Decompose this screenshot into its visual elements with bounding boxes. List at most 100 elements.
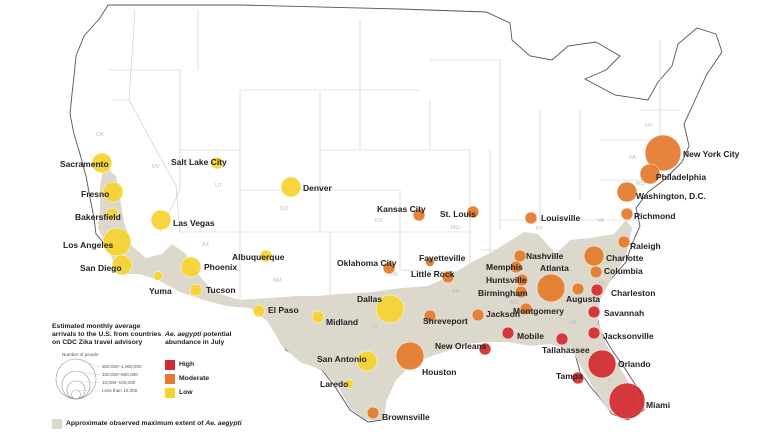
city-marker-san-antonio[interactable] — [356, 350, 378, 372]
city-marker-jackson[interactable] — [471, 308, 485, 322]
city-marker-bakersfield[interactable] — [105, 207, 119, 221]
city-marker-louisville[interactable] — [524, 211, 538, 225]
city-marker-augusta[interactable] — [571, 282, 585, 296]
city-marker-charleston[interactable] — [590, 283, 604, 297]
city-marker-denver[interactable] — [280, 176, 302, 198]
city-marker-little-rock[interactable] — [441, 270, 455, 284]
extent-label-species: Ae. aegypti — [205, 420, 242, 427]
city-marker-midland[interactable] — [311, 310, 325, 324]
city-marker-philadelphia[interactable] — [639, 163, 661, 185]
city-marker-salt-lake-city[interactable] — [210, 156, 224, 170]
city-label-jackson: Jackson — [486, 309, 520, 319]
legend: Estimated monthly average arrivals to th… — [52, 323, 272, 429]
city-marker-mobile[interactable] — [501, 326, 515, 340]
size-class-3: 10,000–100,000 — [102, 380, 136, 385]
city-marker-st-louis[interactable] — [466, 205, 480, 219]
city-label-bakersfield: Bakersfield — [75, 212, 121, 222]
city-marker-raleigh[interactable] — [617, 235, 631, 249]
city-marker-fayetteville[interactable] — [425, 257, 435, 267]
city-marker-nashville[interactable] — [513, 249, 527, 263]
state-abbr-va: VA — [597, 218, 604, 224]
city-marker-savannah[interactable] — [587, 305, 601, 319]
low-label: Low — [179, 389, 193, 396]
city-marker-albuquerque[interactable] — [259, 249, 273, 263]
state-abbr-tx: TX — [371, 324, 378, 330]
state-abbr-ny: NY — [645, 123, 653, 129]
city-marker-las-vegas[interactable] — [150, 209, 172, 231]
extent-swatch — [52, 419, 62, 429]
city-label-el-paso: El Paso — [268, 305, 299, 315]
city-marker-memphis[interactable] — [509, 260, 523, 274]
city-label-mobile: Mobile — [517, 331, 544, 341]
city-label-phoenix: Phoenix — [204, 262, 237, 272]
city-marker-los-angeles[interactable] — [102, 227, 132, 257]
city-marker-houston[interactable] — [395, 341, 425, 371]
city-label-columbia: Columbia — [604, 266, 643, 276]
city-label-new-orleans: New Orleans — [435, 341, 487, 351]
city-label-new-york-city: New York City — [683, 149, 740, 159]
abundance-legend-title: Ae. aegypti potential abundance in July — [165, 331, 265, 347]
city-label-midland: Midland — [326, 317, 358, 327]
cities: Sacramento Fresno Bakersfield Los Angeles Sa… — [60, 134, 740, 422]
extent-label-prefix: Approximate observed maximum extent of — [66, 420, 206, 427]
city-marker-fresno[interactable] — [102, 181, 124, 203]
state-abbr-ok: OK — [390, 272, 398, 278]
city-marker-dallas[interactable] — [375, 294, 405, 324]
size-class-4: Less than 10,000 — [102, 388, 138, 393]
city-label-fayetteville: Fayetteville — [419, 253, 466, 263]
state-abbr-md: MD — [636, 181, 645, 187]
city-marker-el-paso[interactable] — [252, 304, 266, 318]
city-marker-miami[interactable] — [608, 382, 646, 420]
city-label-albuquerque: Albuquerque — [232, 252, 285, 262]
city-label-montgomery: Montgomery — [513, 306, 564, 316]
city-marker-phoenix[interactable] — [180, 256, 202, 278]
state-abbr-ks: KS — [375, 218, 383, 224]
size-class-1: 500,000–1,000,000 — [102, 364, 142, 369]
city-marker-laredo[interactable] — [344, 379, 354, 389]
city-marker-charlotte[interactable] — [583, 245, 605, 267]
city-marker-columbia[interactable] — [589, 265, 603, 279]
city-marker-kansas-city[interactable] — [412, 208, 426, 222]
city-label-atlanta: Atlanta — [540, 263, 569, 273]
city-label-birmingham: Birmingham — [478, 288, 528, 298]
city-marker-washington-d-c[interactable] — [616, 181, 638, 203]
city-marker-sacramento[interactable] — [91, 152, 113, 174]
city-marker-jacksonville[interactable] — [587, 326, 601, 340]
city-label-salt-lake-city: Salt Lake City — [171, 157, 227, 167]
city-marker-richmond[interactable] — [620, 207, 634, 221]
city-label-huntsville: Huntsville — [486, 275, 527, 285]
state-abbr-ca: CA — [96, 132, 104, 138]
city-marker-new-orleans[interactable] — [478, 342, 492, 356]
city-marker-tallahassee[interactable] — [555, 332, 569, 346]
city-label-tucson: Tucson — [206, 285, 236, 295]
state-abbr-sc: SC — [598, 281, 606, 287]
city-label-san-diego: San Diego — [80, 263, 122, 273]
city-label-savannah: Savannah — [604, 308, 644, 318]
city-marker-montgomery[interactable] — [519, 302, 533, 316]
abundance-species: Ae. aegypti — [165, 331, 202, 338]
size-circle-s — [71, 389, 81, 400]
city-marker-yuma[interactable] — [153, 271, 163, 281]
city-marker-atlanta[interactable] — [536, 273, 566, 303]
city-label-st-louis: St. Louis — [440, 209, 476, 219]
size-legend-circles — [55, 358, 101, 400]
size-legend: Number of people 500,000–1,000,000 100,0… — [54, 352, 162, 400]
size-circle-l — [61, 370, 91, 400]
city-marker-san-diego[interactable] — [111, 254, 133, 276]
city-marker-shreveport[interactable] — [423, 309, 437, 323]
city-label-nashville: Nashville — [526, 251, 564, 261]
city-label-louisville: Louisville — [541, 213, 580, 223]
city-marker-brownsville[interactable] — [366, 406, 380, 420]
city-marker-new-york-city[interactable] — [644, 134, 682, 172]
city-marker-tampa[interactable] — [571, 371, 585, 385]
city-marker-oklahoma-city[interactable] — [382, 261, 396, 275]
city-marker-orlando[interactable] — [587, 349, 617, 379]
city-label-raleigh: Raleigh — [630, 241, 661, 251]
city-marker-birmingham[interactable] — [514, 285, 528, 299]
city-label-denver: Denver — [303, 183, 333, 193]
city-marker-tucson[interactable] — [189, 283, 203, 297]
state-abbr-nv: NV — [152, 164, 160, 170]
city-label-kansas-city: Kansas City — [377, 204, 426, 214]
